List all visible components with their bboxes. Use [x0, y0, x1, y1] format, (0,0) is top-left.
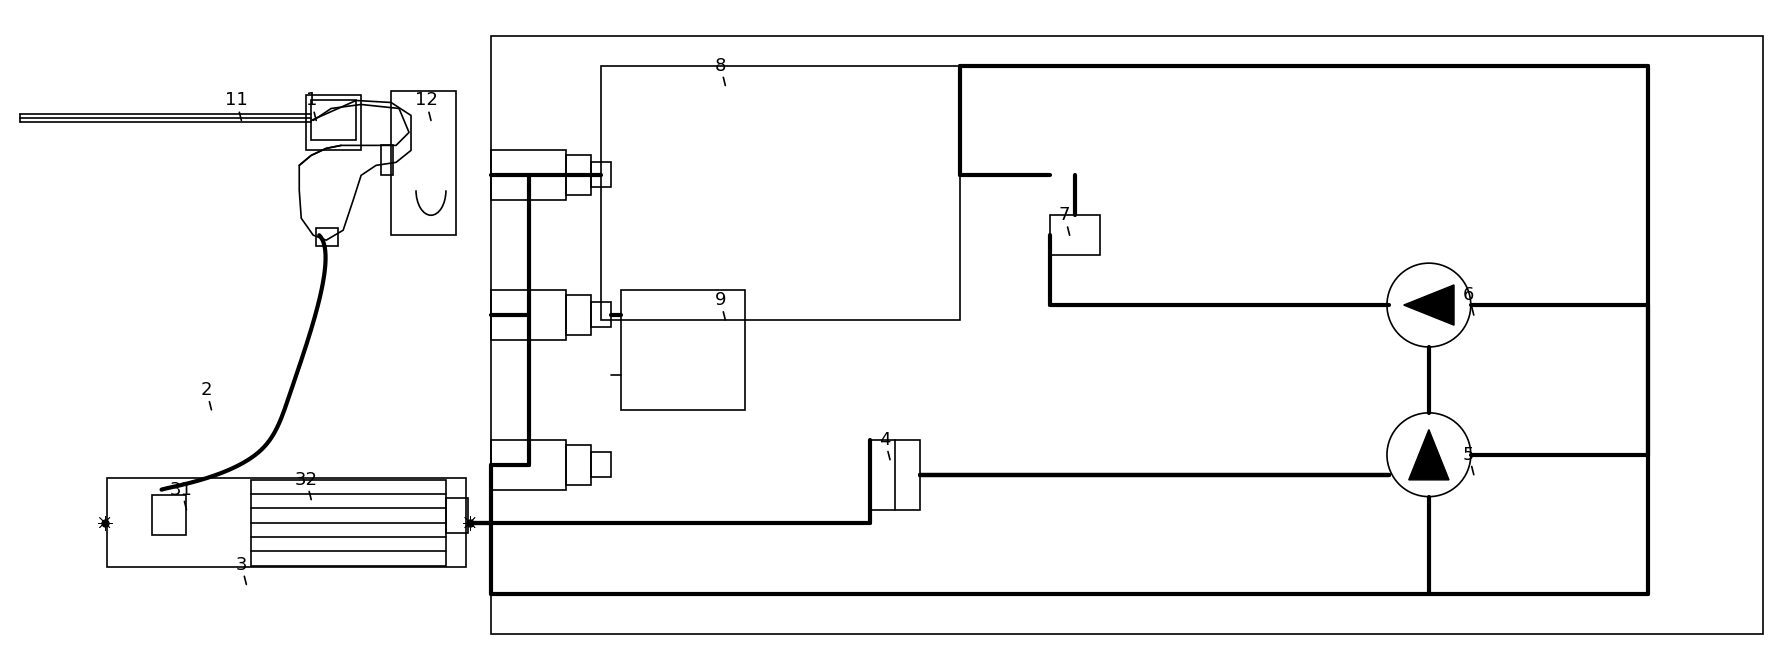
- Text: 2: 2: [200, 381, 213, 410]
- Bar: [107, 478, 465, 568]
- Bar: [1050, 215, 1100, 255]
- Text: 7: 7: [1059, 206, 1070, 235]
- Text: 9: 9: [714, 291, 726, 320]
- Bar: [565, 295, 590, 335]
- Circle shape: [1386, 412, 1471, 496]
- Bar: [565, 155, 590, 195]
- Bar: [490, 440, 565, 490]
- Text: 12: 12: [415, 92, 438, 120]
- Bar: [311, 100, 356, 141]
- Bar: [490, 36, 1764, 634]
- Bar: [381, 145, 394, 176]
- Bar: [590, 451, 610, 477]
- Text: 6: 6: [1463, 286, 1474, 315]
- Text: 8: 8: [714, 57, 726, 86]
- Bar: [590, 302, 610, 327]
- Bar: [565, 445, 590, 484]
- Bar: [601, 65, 961, 320]
- Bar: [445, 498, 469, 533]
- Text: 3: 3: [236, 556, 247, 585]
- Polygon shape: [1404, 285, 1454, 325]
- Text: 11: 11: [225, 92, 247, 120]
- Bar: [590, 162, 610, 187]
- Bar: [317, 228, 338, 246]
- Bar: [152, 494, 186, 535]
- Polygon shape: [1408, 430, 1449, 480]
- Text: 5: 5: [1463, 446, 1474, 475]
- Text: 31: 31: [170, 480, 193, 510]
- Bar: [392, 90, 456, 235]
- Bar: [306, 96, 361, 150]
- Bar: [490, 290, 565, 340]
- Bar: [490, 150, 565, 200]
- Text: 32: 32: [295, 471, 318, 500]
- Text: 4: 4: [878, 431, 891, 460]
- Circle shape: [1386, 263, 1471, 347]
- Text: 1: 1: [306, 92, 317, 120]
- Bar: [252, 480, 445, 566]
- Bar: [869, 440, 920, 510]
- Bar: [621, 290, 746, 410]
